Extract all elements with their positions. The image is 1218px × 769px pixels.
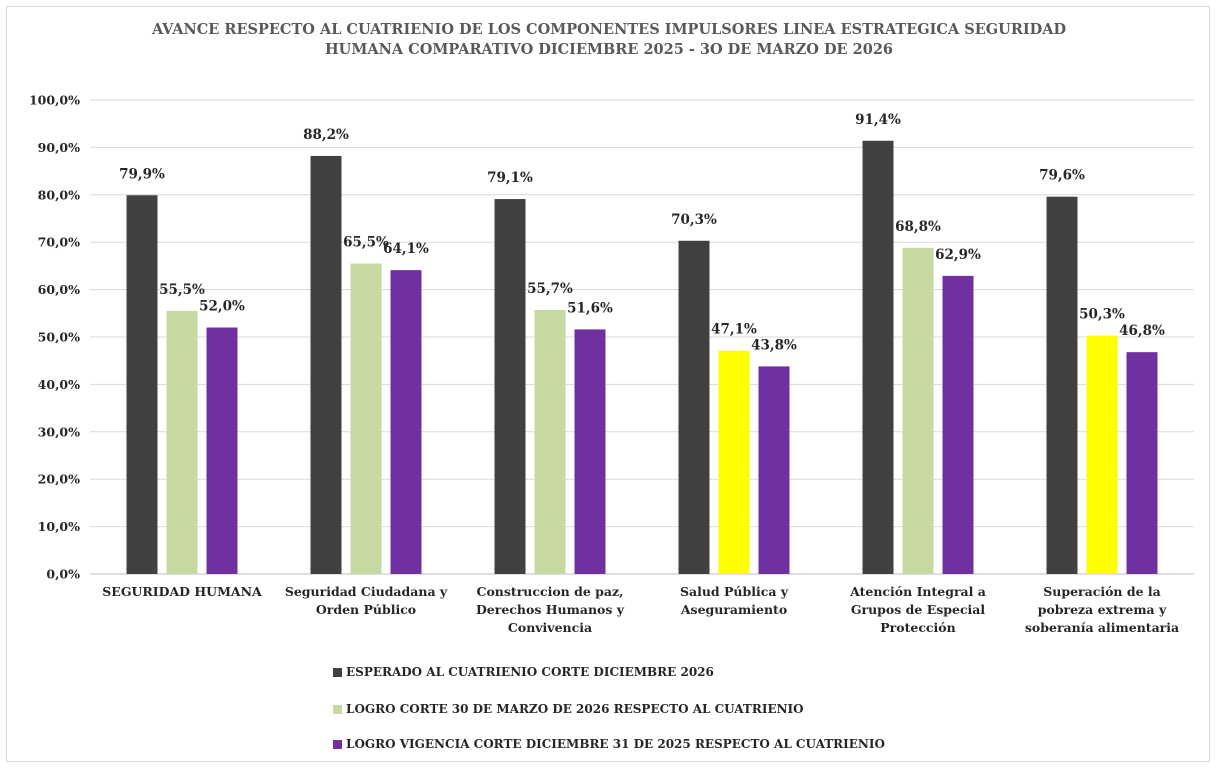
data-label-esperado: 88,2% [303,127,349,143]
bar-logro-marzo [350,263,382,574]
data-label-logro-marzo: 65,5% [343,235,389,251]
legend-item-logro-marzo: LOGRO CORTE 30 DE MARZO DE 2026 RESPECTO… [333,700,804,718]
category-label: Orden Público [316,602,416,617]
data-label-logro-vigencia: 62,9% [935,247,981,263]
category-label: Seguridad Ciudadana y [285,584,448,599]
data-label-logro-marzo: 47,1% [711,322,757,338]
legend-label-logro-marzo: LOGRO CORTE 30 DE MARZO DE 2026 RESPECTO… [346,702,804,716]
data-label-logro-marzo: 50,3% [1079,307,1125,323]
category-label: Derechos Humanos y [476,602,625,617]
bar-logro-marzo [1086,335,1118,574]
category-label: Protección [880,620,955,635]
bar-esperado [862,140,894,574]
category-label: Superación de la [1043,584,1161,599]
data-label-logro-vigencia: 51,6% [567,300,613,316]
data-label-esperado: 79,1% [487,170,533,186]
bar-esperado [494,199,526,575]
data-label-esperado: 79,6% [1039,168,1085,184]
category-label: pobreza extrema y [1038,602,1167,617]
data-label-logro-vigencia: 64,1% [383,241,429,257]
chart-title-line-1: AVANCE RESPECTO AL CUATRIENIO DE LOS COM… [151,21,1067,38]
data-label-logro-marzo: 55,7% [527,281,573,297]
data-label-logro-marzo: 55,5% [159,282,205,298]
bar-logro-vigencia [942,275,974,574]
category-label: SEGURIDAD HUMANA [102,584,262,599]
bar-logro-marzo [718,350,750,574]
y-tick-label: 90,0% [38,140,80,155]
bar-logro-vigencia [758,366,790,574]
data-label-esperado: 79,9% [119,166,165,182]
legend-swatch-logro-vigencia [333,739,342,749]
bar-esperado [1046,196,1078,575]
y-tick-label: 0,0% [46,567,80,582]
y-tick-label: 80,0% [38,187,80,202]
data-label-esperado: 91,4% [855,112,901,128]
legend-swatch-esperado [333,667,342,677]
data-label-esperado: 70,3% [671,212,717,228]
y-tick-label: 10,0% [38,519,80,534]
bar-logro-vigencia [1126,352,1158,574]
bar-logro-marzo [534,309,566,574]
legend-item-logro-vigencia: LOGRO VIGENCIA CORTE DICIEMBRE 31 DE 202… [333,735,885,753]
category-label: Atención Integral a [849,584,986,599]
data-label-logro-vigencia: 43,8% [751,337,797,353]
legend-label-esperado: ESPERADO AL CUATRIENIO CORTE DICIEMBRE 2… [346,665,714,679]
bar-logro-vigencia [206,327,238,574]
bar-logro-marzo [902,247,934,574]
category-label: Aseguramiento [680,602,787,617]
y-tick-label: 100,0% [29,93,80,108]
chart-title: AVANCE RESPECTO AL CUATRIENIO DE LOS COM… [0,20,1218,60]
bar-esperado [310,155,342,574]
data-label-logro-marzo: 68,8% [895,219,941,235]
category-label: Convivencia [508,620,592,635]
y-tick-label: 20,0% [38,472,80,487]
y-tick-label: 40,0% [38,377,80,392]
bar-logro-marzo [166,310,198,574]
chart-title-line-2: HUMANA COMPARATIVO DICIEMBRE 2025 - 3O D… [324,41,894,58]
legend-swatch-logro-marzo [333,704,342,714]
category-label: Construccion de paz, [477,584,624,599]
category-label: Grupos de Especial [851,602,986,617]
legend-label-logro-vigencia: LOGRO VIGENCIA CORTE DICIEMBRE 31 DE 202… [346,737,885,751]
bar-esperado [126,195,158,575]
category-label: soberanía alimentaria [1025,620,1179,635]
data-label-logro-vigencia: 46,8% [1119,323,1165,339]
bar-esperado [678,240,710,574]
data-label-logro-vigencia: 52,0% [199,299,245,315]
y-tick-label: 50,0% [38,330,80,345]
bar-logro-vigencia [574,329,606,574]
bar-logro-vigencia [390,270,422,574]
legend-item-esperado: ESPERADO AL CUATRIENIO CORTE DICIEMBRE 2… [333,663,714,681]
category-label: Salud Pública y [680,584,789,599]
y-tick-label: 30,0% [38,424,80,439]
y-tick-label: 70,0% [38,235,80,250]
y-tick-label: 60,0% [38,282,80,297]
